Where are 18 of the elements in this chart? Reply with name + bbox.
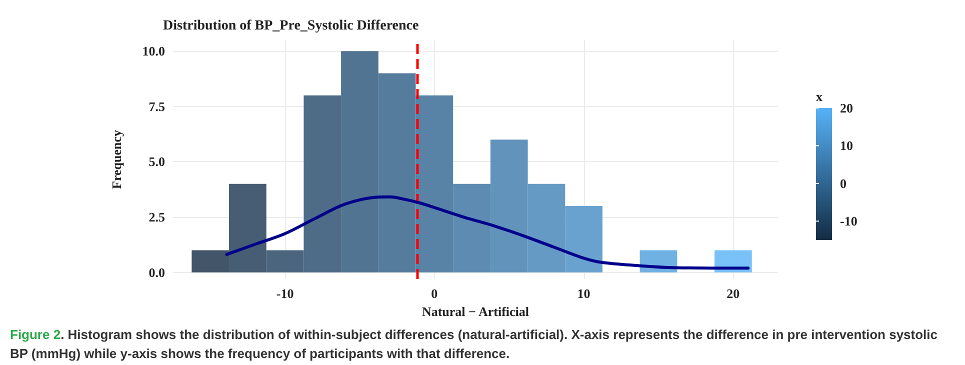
y-tick-label: 5.0 xyxy=(148,154,165,170)
x-tick-label: 20 xyxy=(726,286,740,301)
y-tick-label: 0.0 xyxy=(148,264,165,280)
color-bar-label: -10 xyxy=(840,214,858,229)
color-bar-label: 10 xyxy=(840,138,853,154)
y-tick-label: 2.5 xyxy=(148,210,166,225)
color-bar-label: 0 xyxy=(840,176,846,191)
color-bar-title: x xyxy=(816,89,823,104)
y-tick-label: 10.0 xyxy=(142,44,165,59)
x-tick-label: 10 xyxy=(577,286,590,301)
x-tick-label: -10 xyxy=(276,286,294,301)
y-tick-label: 7.5 xyxy=(148,98,166,114)
color-bar-label: 20 xyxy=(840,100,853,116)
x-tick-label: 0 xyxy=(431,286,438,301)
caption: Figure 2. Histogram shows the distribution of within-subject differences (natural-artificial). X-axis represents the difference in pre intervention systolic BP (mmHg) while y-axis shows the frequency of participants with that difference. xyxy=(10,327,942,361)
chart-title: Distribution of BP_Pre_Systolic Difference xyxy=(163,18,419,34)
x-axis-title: Natural − Artificial xyxy=(422,304,530,319)
y-axis-title: Frequency xyxy=(109,130,124,189)
